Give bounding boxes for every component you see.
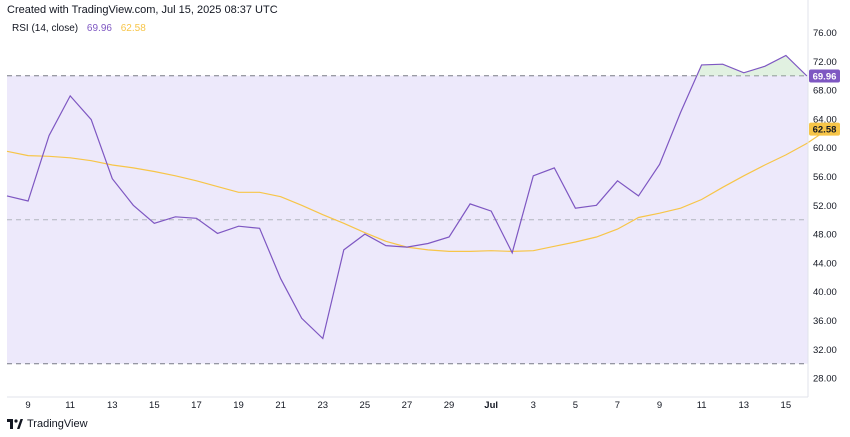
x-tick-label: 7: [615, 400, 620, 411]
x-tick-label: 23: [317, 400, 328, 411]
axes: 28.00 32.00 36.00 40.00 44.00 48.00 52.00 56.00…: [7, 0, 837, 411]
y-tick-label: 64.00: [813, 114, 837, 125]
y-tick-label: 52.00: [813, 201, 837, 212]
ma-last-value-badge-bg: [809, 122, 840, 136]
y-tick-label: 32.00: [813, 345, 837, 356]
x-tick-label: 9: [657, 400, 662, 411]
x-tick-label: 15: [149, 400, 160, 411]
y-tick-label: 28.00: [813, 374, 837, 385]
footer-brand-text: TradingView: [27, 418, 88, 430]
indicator-legend: RSI (14, close) 69.96 62.58: [12, 23, 152, 34]
legend-rsi-value: 69.96: [86, 23, 112, 34]
x-tick-label: 13: [738, 400, 749, 411]
rsi-last-value-badge: 69.96: [813, 71, 837, 82]
x-tick-label: Jul: [484, 400, 498, 411]
y-tick-label: 60.00: [813, 143, 837, 154]
y-tick-label: 40.00: [813, 287, 837, 298]
y-tick-label: 36.00: [813, 316, 837, 327]
y-tick-label: 72.00: [813, 57, 837, 68]
y-tick-label: 68.00: [813, 86, 837, 97]
y-tick-label: 56.00: [813, 172, 837, 183]
x-tick-label: 19: [233, 400, 244, 411]
x-tick-label: 25: [360, 400, 371, 411]
ma-last-value-badge: 62.58: [813, 124, 837, 135]
y-tick-label: 48.00: [813, 230, 837, 241]
x-tick-label: 11: [697, 400, 707, 411]
footer-branding: TradingView: [7, 418, 88, 430]
rsi-series-line[interactable]: [6, 54, 808, 340]
x-tick-label: 27: [402, 400, 413, 411]
rsi-last-value-badge-bg: [809, 69, 840, 83]
legend-ma-value: 62.58: [120, 23, 146, 34]
price-badges: 69.96 62.58: [809, 69, 840, 136]
x-tick-label: 3: [531, 400, 536, 411]
plot-area[interactable]: [6, 54, 829, 365]
overbought-fill: [696, 55, 807, 76]
x-tick-label: 21: [275, 400, 286, 411]
chart-created-caption: Created with TradingView.com, Jul 15, 20…: [7, 4, 278, 16]
x-tick-label: 5: [573, 400, 578, 411]
x-tick-label: 29: [444, 400, 455, 411]
tradingview-logo-icon: [7, 418, 23, 429]
y-tick-label: 76.00: [813, 28, 837, 39]
x-tick-label: 9: [25, 400, 30, 411]
x-tick-label: 13: [107, 400, 118, 411]
x-tick-label: 17: [191, 400, 202, 411]
x-tick-label: 11: [65, 400, 75, 411]
ma-series-line[interactable]: [6, 128, 829, 253]
legend-indicator-name: RSI (14, close): [12, 23, 79, 34]
y-tick-label: 44.00: [813, 258, 837, 269]
x-tick-label: 15: [781, 400, 792, 411]
